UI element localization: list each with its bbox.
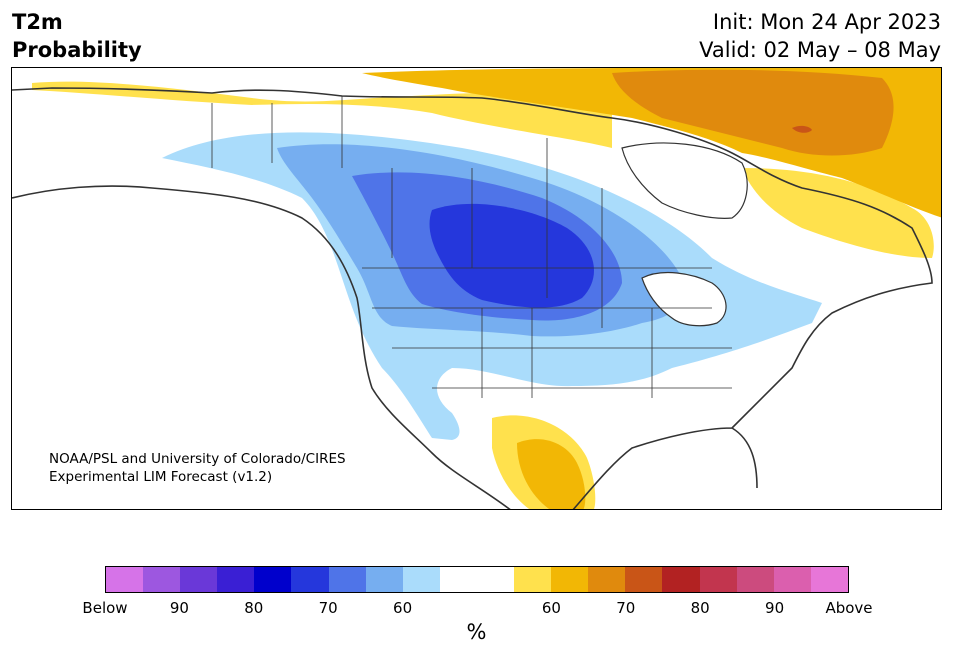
colorbar-swatch: [773, 567, 811, 592]
colorbar-tick-label: 60: [393, 599, 413, 617]
colorbar-tick-label: 90: [765, 599, 785, 617]
colorbar-tick-label: 70: [616, 599, 636, 617]
colorbar-tick-label: 80: [244, 599, 264, 617]
colorbar-swatch: [551, 567, 589, 592]
map-title: T2m Probability: [12, 8, 142, 64]
colorbar-swatch: [476, 567, 515, 592]
valid-range: Valid: 02 May – 08 May: [699, 38, 941, 62]
colorbar-unit: %: [466, 620, 487, 644]
credit-line-institution: NOAA/PSL and University of Colorado/CIRE…: [49, 451, 346, 467]
above-60-region-east: [742, 168, 934, 258]
state-province-borders: [211, 96, 732, 398]
colorbar-tick-label: 70: [318, 599, 338, 617]
colorbar-tick-label: 60: [541, 599, 561, 617]
colorbar-swatch: [365, 567, 403, 592]
data-credit: NOAA/PSL and University of Colorado/CIRE…: [49, 450, 346, 486]
forecast-dates: Init: Mon 24 Apr 2023 Valid: 02 May – 08…: [699, 8, 941, 64]
below-90-region: [429, 203, 594, 308]
above-90-spot: [792, 125, 812, 133]
colorbar-swatch: [588, 567, 626, 592]
colorbar-swatch: [291, 567, 329, 592]
colorbar-swatch: [699, 567, 737, 592]
colorbar-tick-labels: Below 90 80 70 60 60 70 80 90 Above: [82, 599, 872, 619]
colorbar-tick-label: Above: [825, 599, 873, 617]
colorbar-swatch: [736, 567, 774, 592]
colorbar-swatch: [625, 567, 663, 592]
colorbar-swatch: [143, 567, 181, 592]
colorbar-swatch: [106, 567, 144, 592]
colorbar-swatch: [439, 567, 477, 592]
title-line-variable: T2m: [12, 10, 63, 34]
colorbar-swatch: [180, 567, 218, 592]
probability-colorbar: [105, 566, 849, 593]
colorbar-swatch: [254, 567, 292, 592]
map-canvas: [12, 68, 941, 509]
colorbar-swatch: [662, 567, 700, 592]
colorbar-swatch: [402, 567, 440, 592]
above-70-region-south: [517, 439, 586, 509]
hudson-bay: [621, 142, 748, 219]
colorbar-tick-label: Below: [82, 599, 128, 617]
colorbar-swatch: [328, 567, 366, 592]
colorbar-tick-label: 80: [690, 599, 710, 617]
colorbar-swatch: [217, 567, 255, 592]
credit-line-product: Experimental LIM Forecast (v1.2): [49, 469, 273, 485]
continent-outline: [12, 87, 933, 509]
init-date: Init: Mon 24 Apr 2023: [712, 10, 941, 34]
title-line-quantity: Probability: [12, 38, 142, 62]
probability-map: [11, 67, 942, 510]
colorbar-swatch: [514, 567, 552, 592]
above-80-region-north: [612, 69, 894, 156]
colorbar-tick-label: 90: [169, 599, 189, 617]
great-lakes: [641, 272, 727, 327]
colorbar-swatch: [810, 567, 848, 592]
